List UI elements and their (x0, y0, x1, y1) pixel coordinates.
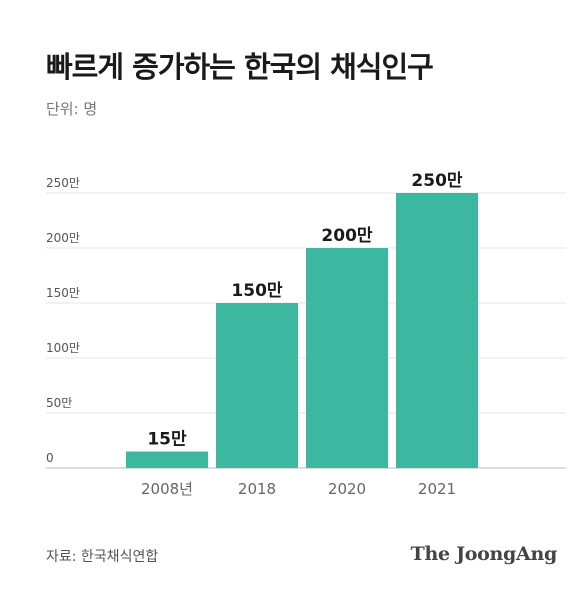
bar (306, 248, 388, 468)
bars (126, 193, 478, 468)
source-note: 자료: 한국채식연합 (46, 549, 159, 565)
bar (126, 451, 208, 468)
data-label: 200만 (321, 226, 372, 246)
x-tick-label: 2018 (238, 480, 276, 498)
y-tick-label: 250만 (46, 176, 80, 190)
unit-label: 단위: 명 (46, 100, 98, 118)
chart-title: 빠르게 증가하는 한국의 채식인구 (46, 50, 434, 84)
brand-logo: The JoongAng (410, 543, 558, 565)
y-tick-label: 200만 (46, 231, 80, 245)
x-tick-label: 2020 (328, 480, 366, 498)
x-axis-ticks: 2008년 2018 2020 2021 (141, 480, 456, 498)
data-label: 250만 (411, 171, 462, 191)
y-tick-label: 150만 (46, 286, 80, 300)
y-tick-label: 0 (46, 451, 54, 465)
x-tick-label: 2008년 (141, 480, 193, 498)
y-tick-label: 50만 (46, 396, 72, 410)
data-label: 15만 (147, 430, 187, 450)
bar (216, 303, 298, 468)
x-tick-label: 2021 (418, 480, 456, 498)
data-labels: 15만 150만 200만 250만 (147, 171, 463, 450)
data-label: 150만 (231, 281, 282, 301)
bar (396, 193, 478, 468)
y-axis-ticks: 0 50만 100만 150만 200만 250만 (46, 176, 80, 465)
y-tick-label: 100만 (46, 341, 80, 355)
